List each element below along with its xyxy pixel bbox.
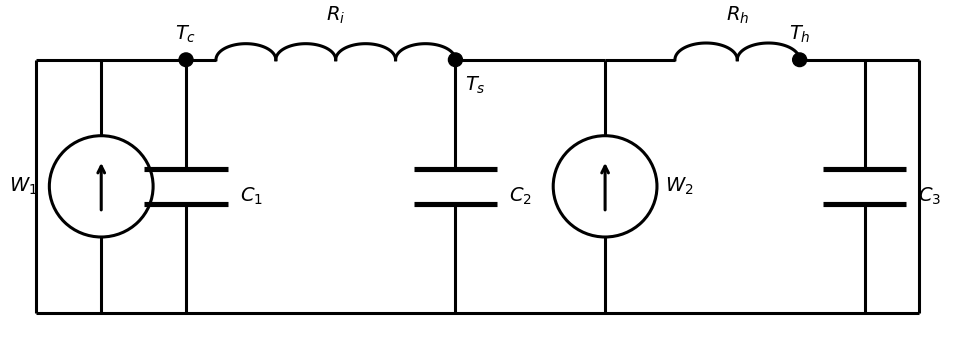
Circle shape [793,53,807,67]
Text: $C_2$: $C_2$ [510,186,532,207]
Text: $T_h$: $T_h$ [789,24,811,45]
Text: $W_1$: $W_1$ [9,176,37,197]
Circle shape [179,53,193,67]
Text: $W_2$: $W_2$ [665,176,693,197]
Text: $T_c$: $T_c$ [175,24,197,45]
Text: $R_h$: $R_h$ [726,4,749,26]
Text: $C_3$: $C_3$ [919,186,942,207]
Circle shape [448,53,463,67]
Text: $C_1$: $C_1$ [240,186,263,207]
Text: $T_s$: $T_s$ [466,74,487,96]
Text: $R_i$: $R_i$ [326,4,345,26]
